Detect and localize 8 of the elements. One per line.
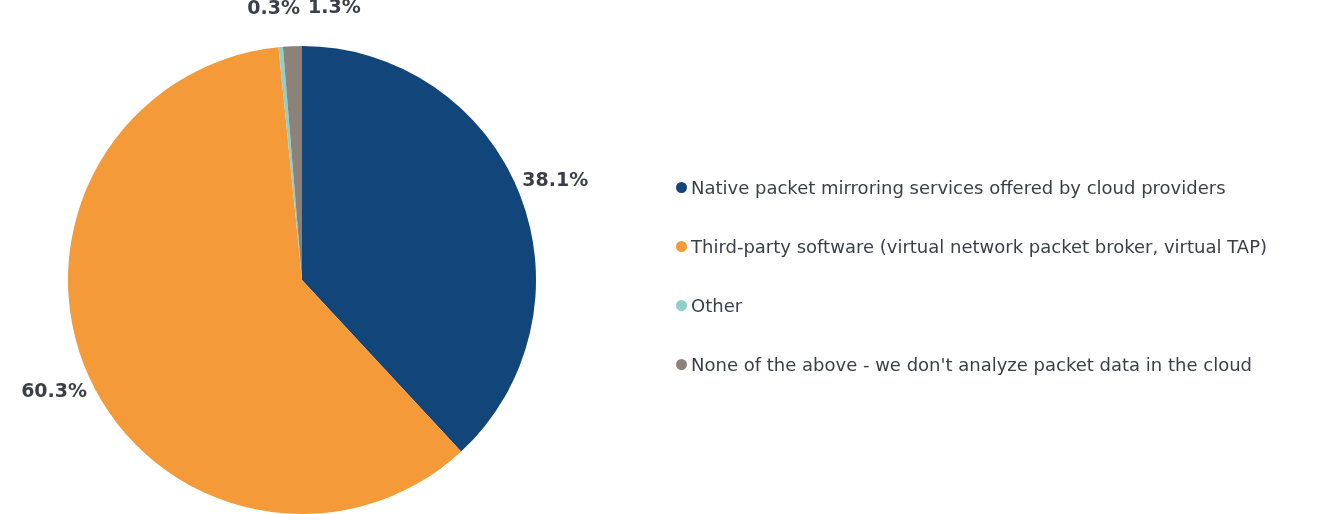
data-label: 0.3%: [247, 0, 300, 19]
legend-label: Native packet mirroring services offered by cloud providers: [691, 177, 1226, 198]
legend-label: Third-party software (virtual network packet broker, virtual TAP): [691, 236, 1268, 257]
data-label: 60.3%: [21, 378, 88, 401]
data-label: 1.3%: [308, 0, 361, 18]
legend-label: None of the above - we don't analyze packet data in the cloud: [691, 354, 1252, 375]
legend-label: Other: [691, 295, 743, 316]
data-label: 38.1%: [522, 167, 589, 190]
